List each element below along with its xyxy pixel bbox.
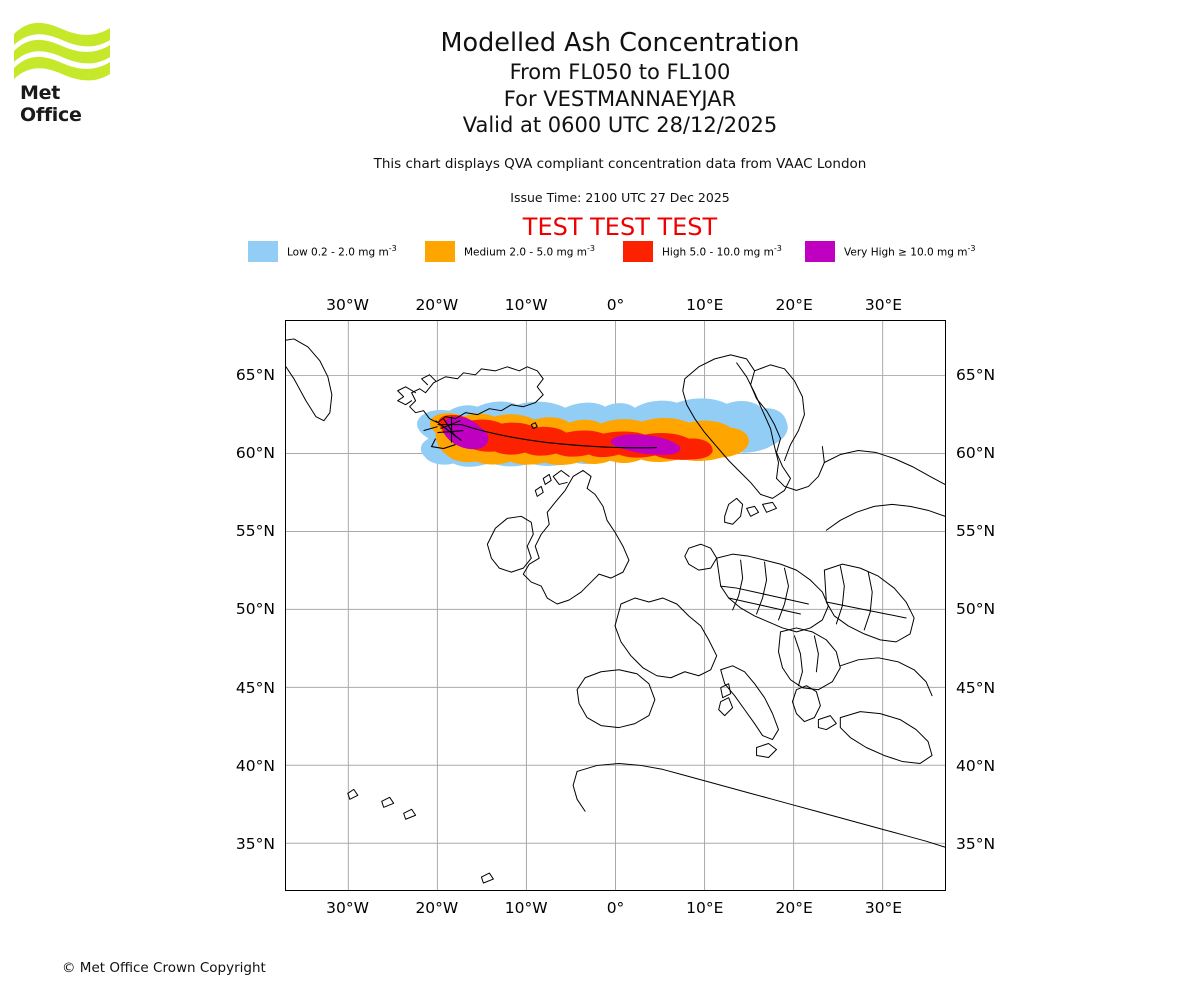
legend-label-very-high: Very High ≥ 10.0 mg m-3 <box>844 243 976 259</box>
lon-tick-top-4: 10°E <box>686 296 724 314</box>
legend-swatch-low <box>248 240 278 262</box>
flight-level-range: From FL050 to FL100 <box>509 60 731 84</box>
lat-tick-left-6: 35°N <box>235 835 275 854</box>
met-office-logo: Met Office <box>12 20 122 126</box>
lat-tick-right-1: 60°N <box>956 443 996 462</box>
legend-swatch-medium <box>425 240 455 262</box>
map-coastlines <box>286 338 945 884</box>
legend-entry-very-high: Very High ≥ 10.0 mg m-3 <box>805 239 975 263</box>
lon-tick-top-0: 30°W <box>326 296 369 314</box>
lat-tick-left-1: 60°N <box>235 443 275 462</box>
test-banner: TEST TEST TEST <box>522 213 718 241</box>
chart-title-block: Modelled Ash Concentration From FL050 to… <box>180 28 1060 139</box>
lat-tick-left-0: 65°N <box>235 365 275 384</box>
map-graticule <box>286 321 945 890</box>
legend-entry-high: High 5.0 - 10.0 mg m-3 <box>623 239 782 263</box>
concentration-legend: Low 0.2 - 2.0 mg m-3 Medium 2.0 - 5.0 mg… <box>248 239 988 263</box>
lon-tick-top-2: 10°W <box>504 296 548 314</box>
lat-tick-right-6: 35°N <box>956 835 996 854</box>
lat-tick-right-4: 45°N <box>956 678 996 697</box>
ash-plume-contours <box>417 398 788 467</box>
lon-tick-top-3: 0° <box>606 296 625 314</box>
volcano-name: For VESTMANNAEYJAR <box>503 86 737 111</box>
lon-tick-bottom-4: 10°E <box>686 899 724 917</box>
lat-tick-left-4: 45°N <box>235 678 275 697</box>
lon-tick-top-5: 20°E <box>775 296 813 314</box>
lat-tick-right-5: 40°N <box>956 756 996 775</box>
lat-tick-left-5: 40°N <box>235 756 275 775</box>
met-office-wave-icon <box>14 22 110 81</box>
lon-tick-bottom-3: 0° <box>606 899 625 917</box>
legend-label-medium: Medium 2.0 - 5.0 mg m-3 <box>464 243 595 259</box>
legend-swatch-very-high <box>805 240 835 262</box>
legend-entry-medium: Medium 2.0 - 5.0 mg m-3 <box>425 239 595 263</box>
lon-tick-bottom-2: 10°W <box>504 899 548 917</box>
page-title: Modelled Ash Concentration <box>440 28 800 58</box>
issue-time: Issue Time: 2100 UTC 27 Dec 2025 <box>510 190 730 205</box>
lat-tick-right-3: 50°N <box>956 600 996 619</box>
map-canvas[interactable] <box>285 320 946 891</box>
legend-label-low: Low 0.2 - 2.0 mg m-3 <box>287 243 397 259</box>
ash-core-very-high-east <box>610 434 681 455</box>
lat-tick-right-0: 65°N <box>956 365 996 384</box>
lat-tick-right-2: 55°N <box>956 522 996 541</box>
map-svg <box>286 321 945 890</box>
lon-tick-top-6: 30°E <box>864 296 903 314</box>
copyright-notice: © Met Office Crown Copyright <box>62 960 266 976</box>
lat-tick-left-3: 50°N <box>235 600 275 619</box>
chart-note: This chart displays QVA compliant concen… <box>373 156 867 172</box>
legend-label-high: High 5.0 - 10.0 mg m-3 <box>662 243 782 259</box>
lat-tick-left-2: 55°N <box>235 522 275 541</box>
lon-tick-bottom-1: 20°W <box>415 899 459 917</box>
lon-tick-bottom-0: 30°W <box>326 899 369 917</box>
legend-swatch-high <box>623 240 653 262</box>
valid-time: Valid at 0600 UTC 28/12/2025 <box>462 113 778 137</box>
lon-tick-top-1: 20°W <box>415 296 459 314</box>
lon-tick-bottom-5: 20°E <box>775 899 813 917</box>
plume-trajectory-lines <box>423 416 657 450</box>
lon-tick-bottom-6: 30°E <box>864 899 903 917</box>
legend-entry-low: Low 0.2 - 2.0 mg m-3 <box>248 239 397 263</box>
met-office-logo-text: Met Office <box>20 82 82 126</box>
